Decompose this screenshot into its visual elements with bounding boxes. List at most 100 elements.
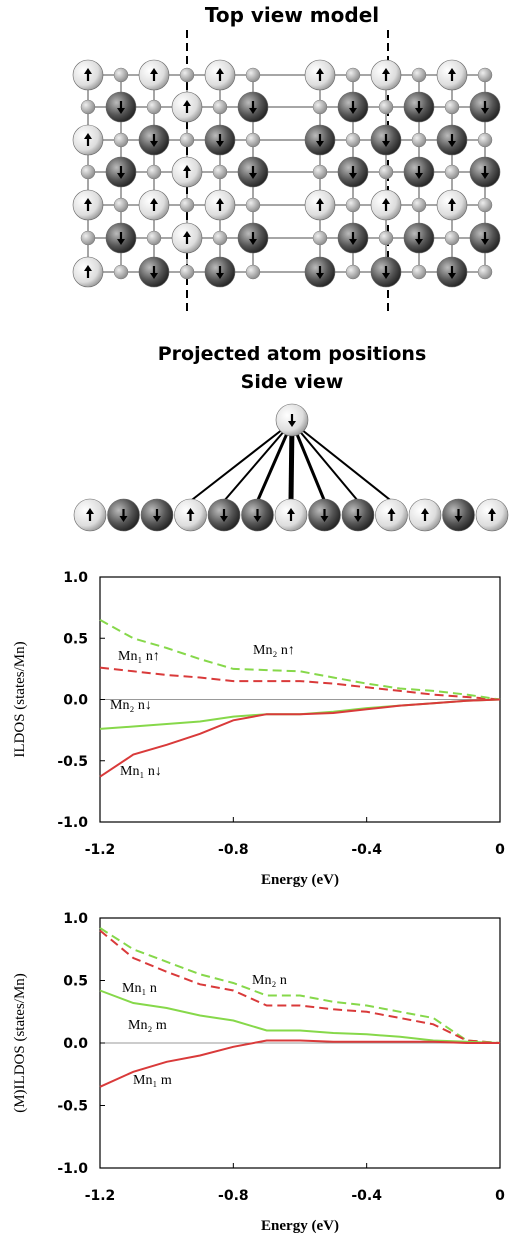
- charts: 1.0 0.5 0.0 -0.5 -1.0 -1.2 -0.8 -0.4 0 Energy (eV…: [12, 570, 505, 1234]
- series-label: Mn₂ n↓: [110, 698, 152, 713]
- spin-arrow-head: [481, 239, 489, 245]
- small-atom: [411, 132, 427, 148]
- spin-arrow-head: [382, 68, 390, 74]
- spin-arrow-head: [249, 239, 257, 245]
- spin-arrow-head: [216, 141, 224, 147]
- spin-arrow-head: [415, 108, 423, 114]
- small-atom: [179, 67, 195, 83]
- spin-arrow-head: [316, 141, 324, 147]
- spin-arrow-head: [150, 68, 158, 74]
- small-atom: [378, 164, 394, 180]
- spin-arrow-head: [349, 108, 357, 114]
- small-atom: [378, 99, 394, 115]
- projection-line: [291, 421, 393, 502]
- small-atom: [345, 67, 361, 83]
- spin-arrow-head: [220, 516, 228, 522]
- y-tick-label: 0.5: [63, 974, 88, 990]
- side-view-title: Projected atom positions: [158, 343, 427, 365]
- x-tick-label: -0.4: [351, 1188, 382, 1204]
- spin-arrow-head: [84, 198, 92, 204]
- small-atom: [212, 230, 228, 246]
- spin-arrow-head: [448, 198, 456, 204]
- small-atom: [312, 99, 328, 115]
- series-label: Mn₂ n↑: [253, 643, 295, 658]
- spin-arrow-head: [216, 273, 224, 279]
- spin-arrow-head: [320, 516, 329, 522]
- spin-arrow-head: [382, 141, 390, 147]
- x-tick-label: -0.8: [218, 842, 249, 858]
- x-tick-label: -1.2: [85, 1188, 116, 1204]
- spin-arrow-head: [316, 68, 324, 74]
- series-line: [99, 666, 501, 701]
- series-label: Mn₂ m: [128, 1018, 167, 1033]
- spin-arrow-head: [415, 239, 423, 245]
- small-atom: [477, 132, 493, 148]
- small-atom: [146, 164, 162, 180]
- spin-arrow-head: [183, 165, 191, 171]
- small-atom: [245, 264, 261, 280]
- y-tick-label: -1.0: [57, 1161, 88, 1177]
- small-atom: [113, 67, 129, 83]
- spin-arrow-head: [84, 133, 92, 139]
- spin-arrow-head: [421, 508, 429, 514]
- spin-arrow-head: [349, 173, 357, 179]
- small-atom: [80, 230, 96, 246]
- small-atom: [444, 164, 460, 180]
- spin-arrow-head: [448, 141, 456, 147]
- y-tick-label: 0.0: [63, 1036, 88, 1052]
- small-atom: [312, 230, 328, 246]
- small-atom: [477, 197, 493, 213]
- series-line: [99, 698, 501, 778]
- spin-arrow-head: [415, 173, 423, 179]
- x-tick-label: 0: [495, 1188, 505, 1204]
- small-atom: [212, 164, 228, 180]
- series-label: Mn₁ n: [122, 981, 157, 996]
- spin-arrow-head: [150, 198, 158, 204]
- series-label: Mn₁ n↑: [118, 649, 160, 664]
- spin-arrow-head: [349, 239, 357, 245]
- spin-arrow-head: [488, 508, 496, 514]
- small-atom: [378, 230, 394, 246]
- projection-line: [223, 421, 293, 502]
- small-atom: [444, 230, 460, 246]
- small-atom: [345, 132, 361, 148]
- spin-arrow-head: [382, 273, 390, 279]
- spin-arrow-head: [119, 516, 128, 522]
- x-tick-label: -0.4: [351, 842, 382, 858]
- spin-arrow-head: [153, 516, 161, 522]
- x-tick-label: -0.8: [218, 1188, 249, 1204]
- spin-arrow-head: [287, 508, 295, 514]
- x-axis-label: Energy (eV): [261, 1218, 339, 1234]
- spin-arrow-head: [253, 516, 262, 522]
- small-atom: [245, 197, 261, 213]
- spin-arrow-head: [86, 508, 94, 514]
- y-tick-label: 0.5: [63, 631, 88, 647]
- spin-arrow-head: [448, 273, 456, 279]
- spin-arrow-head: [481, 173, 489, 179]
- spin-arrow-head: [316, 198, 324, 204]
- spin-arrow-head: [387, 508, 396, 514]
- spin-arrow-head: [316, 273, 324, 279]
- small-atom: [411, 67, 427, 83]
- spin-arrow-head: [150, 273, 158, 279]
- spin-arrow-head: [454, 516, 463, 522]
- top-view-model: [72, 30, 501, 312]
- y-tick-label: -1.0: [57, 815, 88, 831]
- spin-arrow-head: [354, 516, 362, 522]
- small-atom: [113, 264, 129, 280]
- x-axis-label: Energy (eV): [261, 872, 339, 888]
- small-atom: [80, 99, 96, 115]
- small-atom: [113, 197, 129, 213]
- small-atom: [179, 264, 195, 280]
- series-line: [99, 927, 501, 1044]
- y-axis-label: (M)ILDOS (states/Mn): [12, 973, 28, 1113]
- small-atom: [312, 164, 328, 180]
- small-atom: [146, 99, 162, 115]
- spin-arrow-head: [150, 141, 158, 147]
- small-atom: [146, 230, 162, 246]
- small-atom: [179, 132, 195, 148]
- y-tick-label: -0.5: [57, 754, 88, 770]
- spin-arrow-head: [186, 508, 195, 514]
- projection-line: [291, 421, 359, 502]
